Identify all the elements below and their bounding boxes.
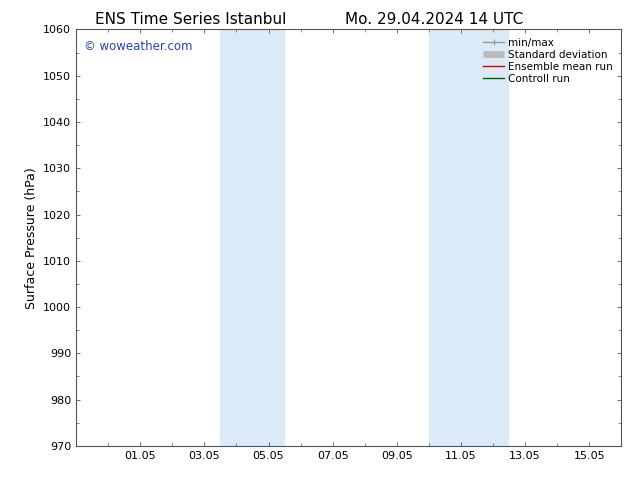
- Bar: [429, 29, 461, 446]
- Bar: [252, 29, 285, 446]
- Text: Mo. 29.04.2024 14 UTC: Mo. 29.04.2024 14 UTC: [345, 12, 524, 27]
- Legend: min/max, Standard deviation, Ensemble mean run, Controll run: min/max, Standard deviation, Ensemble me…: [480, 35, 616, 87]
- Bar: [461, 29, 509, 446]
- Y-axis label: Surface Pressure (hPa): Surface Pressure (hPa): [25, 167, 37, 309]
- Text: © woweather.com: © woweather.com: [84, 40, 193, 53]
- Text: ENS Time Series Istanbul: ENS Time Series Istanbul: [94, 12, 286, 27]
- Bar: [221, 29, 252, 446]
